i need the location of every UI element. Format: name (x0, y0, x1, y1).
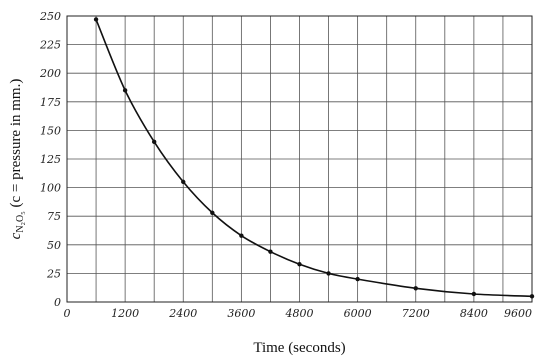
data-point (326, 271, 331, 276)
x-tick-label: 1200 (111, 307, 139, 320)
series-line (95, 19, 533, 298)
y-tick-label: 175 (40, 96, 61, 109)
y-tick-label: 50 (47, 239, 61, 252)
data-point (413, 286, 418, 291)
x-axis-title: Time (seconds) (253, 340, 345, 356)
data-point (471, 291, 477, 297)
x-tick-label: 0 (64, 307, 71, 320)
x-tick-label: 7200 (402, 307, 430, 320)
y-tick-label: 75 (47, 210, 61, 223)
plot-frame (66, 15, 533, 303)
y-axis-title: cN₂O₅ (c = pressure in mm.) (8, 79, 26, 240)
data-point (210, 210, 215, 215)
y-tick-label: 25 (46, 267, 61, 280)
data-point (268, 249, 273, 254)
y-axis-title-symbol: c (8, 232, 24, 239)
y-axis-title-rest: (c = pressure in mm.) (8, 79, 24, 212)
x-tick-label: 8400 (460, 307, 488, 320)
y-tick-labels: 0 25 50 75 100 125 150 175 200 225 250 (39, 10, 61, 309)
data-point (151, 139, 157, 145)
y-tick-label: 200 (39, 67, 61, 80)
data-points (93, 17, 535, 299)
data-point (297, 262, 302, 267)
y-tick-label: 125 (40, 153, 61, 166)
data-point (239, 233, 244, 238)
data-point (181, 179, 186, 185)
data-point (529, 294, 535, 299)
y-tick-label: 100 (40, 182, 61, 195)
data-point (122, 88, 128, 93)
x-tick-label: 9600 (504, 307, 532, 320)
x-tick-label: 3600 (227, 307, 255, 320)
grid-lines (66, 15, 533, 303)
y-tick-label: 150 (40, 124, 61, 137)
y-axis-title-subscript: N₂O₅ (15, 211, 26, 232)
x-tick-label: 2400 (168, 307, 197, 320)
x-tick-label: 6000 (344, 307, 372, 320)
y-tick-label: 0 (54, 296, 61, 309)
y-tick-label: 225 (39, 39, 61, 52)
y-tick-label: 250 (39, 10, 61, 23)
x-tick-label: 4800 (285, 307, 314, 320)
data-point (93, 17, 99, 22)
x-tick-labels: 0 1200 2400 3600 4800 6000 7200 8400 9600 (64, 307, 533, 320)
data-point (355, 276, 360, 282)
